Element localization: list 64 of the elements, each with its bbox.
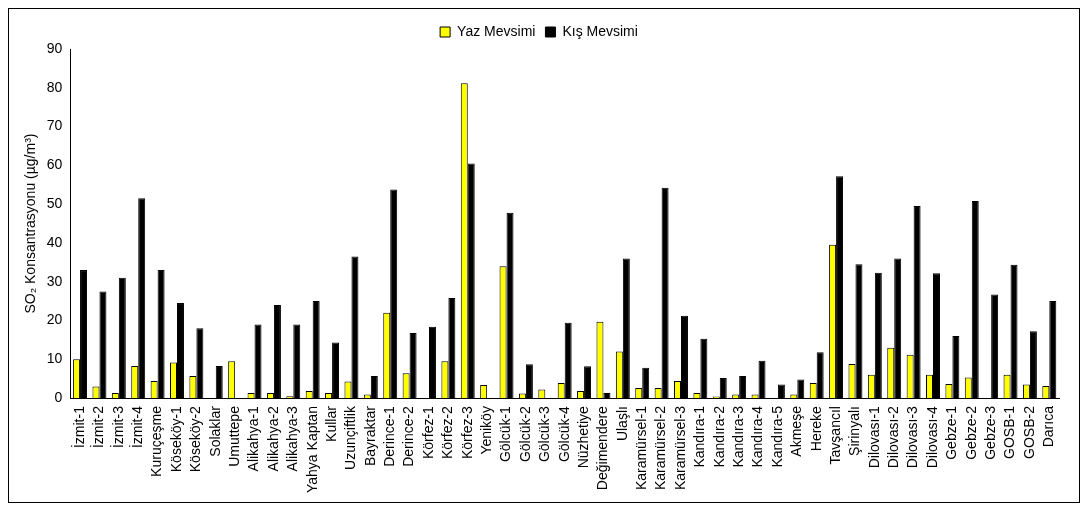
x-tick-label: Kandıra-1 [691,405,708,468]
x-tick-label: Gölcük-2 [516,405,533,463]
x-tick-label: Karamürsel-3 [671,405,688,491]
x-tick-label: Gebze-1 [943,405,960,460]
x-tick-label: Köseköy-2 [187,405,204,473]
x-tick-label: Alikahya-3 [284,405,301,472]
legend-label: Yaz Mevsimi [457,22,536,39]
x-tick-label: Dilovası-4 [923,405,940,469]
x-tick-label: Kandıra-5 [768,405,785,468]
x-tick-label: Derince-1 [381,405,398,467]
x-tick-label: Kandıra-4 [749,405,766,468]
x-tick-label: Dilovası-1 [865,405,882,469]
x-tick-label: Umuttepe [226,405,242,467]
x-tick-label: Solaklar [206,405,223,457]
x-tick-label: Dilovası-3 [904,405,921,469]
x-tick-label: Gebze-3 [982,405,999,460]
x-tick-label: Uzunçiftlik [342,405,359,470]
x-tick-label: Karamürsel-1 [633,405,650,491]
x-tick-label: Hereke [807,405,824,452]
x-tick-label: Dilovası-2 [885,405,902,469]
y-tick-label: 90 [46,39,63,56]
x-tick-label: Tavşancıl [826,406,843,465]
y-tick-label: 80 [46,78,63,95]
x-tick-label: Değimendere [594,405,611,491]
x-tick-label: Nüzhetiye [574,405,591,469]
y-tick-label: 10 [46,350,63,367]
y-tick-label: 40 [46,233,63,250]
x-tick-label: Yahya Kaptan [303,406,320,493]
x-tick-label: Alikahya-2 [264,405,281,472]
legend-label: Kış Mevsimi [562,22,638,39]
x-tick-label: Körfez-2 [439,405,456,459]
x-tick-label: İzmit-3 [108,405,126,449]
y-tick-label: 60 [46,156,63,173]
x-tick-label: Karamürsel-2 [652,405,669,491]
y-tick-label: 20 [46,311,63,328]
x-tick-label: Körfez-1 [419,405,436,459]
y-tick-label: 50 [46,195,63,212]
x-tick-label: Darıca [1040,405,1057,448]
x-tick-label: Köseköy-1 [167,405,184,473]
x-tick-label: Kuruçeşme [148,405,165,477]
x-tick-label: İzmit-4 [128,405,146,449]
x-tick-label: Kandıra-2 [710,405,727,468]
y-tick-label: 0 [54,388,63,405]
x-tick-label: Körfez-3 [458,405,475,459]
y-tick-label: 30 [46,272,63,289]
x-tick-label: GOSB-1 [1001,405,1018,459]
x-tick-label: Derince-2 [400,405,417,467]
x-tick-label: Kullar [322,405,339,442]
x-tick-label: Gebze-2 [962,405,979,460]
x-tick-label: GOSB-2 [1020,405,1037,459]
x-tick-label: Gölcük-3 [536,405,553,463]
x-tick-label: Gölcük-1 [497,405,514,463]
x-tick-label: Gölcük-4 [555,405,572,463]
x-tick-label: İzmit-2 [89,405,107,449]
x-tick-label: Yeniköy [478,406,495,455]
x-tick-label: Bayraktar [361,405,378,466]
x-tick-label: Kandıra-3 [730,405,747,468]
x-tick-label: Ulaşlı [613,406,630,442]
y-axis-title: SO₂ Konsantrasyonu (µg/m³) [22,133,39,314]
x-tick-label: İzmit-1 [69,405,87,449]
x-tick-label: Akmeşe [788,405,805,457]
y-tick-label: 70 [46,117,63,134]
x-tick-label: Şirinyalı [846,406,863,456]
x-tick-label: Alikahya-1 [245,405,262,472]
